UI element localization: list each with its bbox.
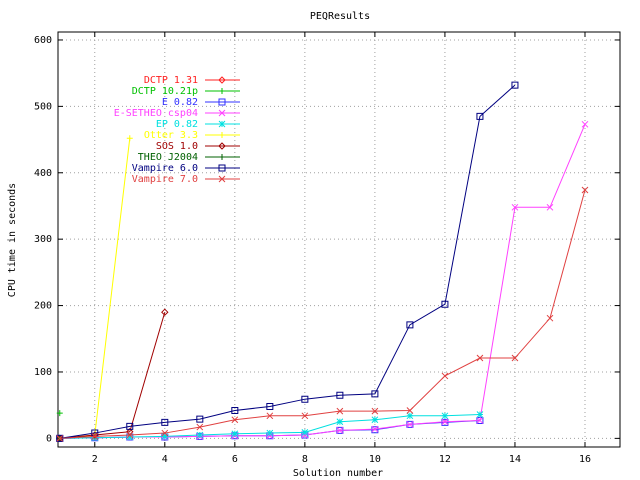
marker	[161, 429, 169, 437]
y-axis-label: CPU time in seconds	[7, 183, 18, 297]
marker	[511, 203, 519, 211]
x-tick-label: 14	[509, 454, 521, 465]
legend-label: DCTP 10.21p	[132, 86, 198, 97]
marker	[126, 135, 133, 142]
series-line	[59, 312, 166, 439]
marker	[218, 98, 226, 106]
marker	[301, 429, 309, 436]
marker	[231, 416, 239, 424]
marker	[301, 412, 309, 420]
marker	[441, 412, 449, 420]
plot-frame	[57, 31, 621, 448]
marker	[406, 421, 414, 428]
legend-label: Vampire 7.0	[132, 174, 198, 185]
legend-label: DCTP 1.31	[144, 75, 198, 86]
marker	[511, 81, 519, 89]
marker	[441, 418, 449, 426]
marker	[56, 410, 63, 417]
marker	[476, 354, 484, 362]
marker	[266, 402, 274, 410]
legend-label: E 0.82	[162, 97, 198, 108]
marker	[371, 425, 379, 433]
legend-label: SOS 1.0	[156, 141, 198, 152]
marker	[476, 416, 484, 424]
marker	[231, 406, 239, 414]
marker	[546, 314, 554, 322]
marker	[406, 420, 414, 428]
marker	[231, 430, 239, 438]
series-line	[59, 189, 586, 439]
x-tick-label: 8	[302, 454, 308, 465]
marker	[406, 407, 414, 414]
marker	[476, 417, 484, 424]
marker	[218, 76, 226, 84]
marker	[336, 427, 344, 434]
legend-label: E-SETHEO csp04	[114, 108, 198, 119]
marker	[126, 431, 134, 439]
legend-label: THEO J2004	[138, 152, 198, 163]
y-tick-label: 300	[34, 234, 52, 245]
marker	[161, 433, 169, 440]
marker	[441, 418, 449, 426]
marker	[441, 372, 449, 380]
marker	[126, 422, 134, 430]
marker	[371, 407, 379, 415]
marker	[219, 132, 225, 138]
x-tick-label: 16	[579, 454, 591, 465]
chart-title: PEQResults	[310, 11, 370, 22]
marker	[219, 88, 225, 94]
x-tick-label: 12	[439, 454, 451, 465]
marker	[218, 164, 226, 172]
marker	[91, 433, 99, 440]
y-tick-label: 200	[34, 301, 52, 312]
legend-label: EP 0.82	[156, 119, 198, 130]
marker	[56, 434, 64, 442]
y-tick-label: 0	[46, 433, 52, 444]
x-tick-label: 2	[92, 454, 98, 465]
marker	[406, 412, 414, 420]
marker	[546, 203, 554, 211]
marker	[511, 354, 519, 362]
marker	[371, 426, 379, 434]
legend-label: Otter 3.3	[144, 130, 198, 141]
marker	[406, 321, 414, 329]
marker	[371, 416, 379, 424]
marker	[161, 308, 169, 316]
marker	[126, 433, 134, 441]
marker	[196, 415, 204, 423]
marker	[218, 120, 226, 128]
x-tick-label: 10	[369, 454, 381, 465]
marker	[196, 431, 204, 439]
marker	[219, 154, 225, 160]
series-line	[59, 84, 516, 439]
marker	[196, 423, 204, 431]
marker	[441, 300, 449, 308]
y-tick-label: 500	[34, 101, 52, 112]
x-axis-label: Solution number	[293, 468, 383, 479]
marker	[266, 429, 274, 437]
marker	[266, 412, 274, 420]
x-tick-label: 6	[232, 454, 238, 465]
legend-label: Vampire 6.0	[132, 163, 198, 174]
marker	[336, 418, 344, 426]
y-tick-label: 400	[34, 168, 52, 179]
x-tick-label: 4	[162, 454, 168, 465]
marker	[218, 142, 226, 150]
marker	[581, 186, 589, 194]
y-tick-label: 600	[34, 35, 52, 46]
marker	[476, 112, 484, 120]
marker	[336, 391, 344, 399]
marker	[301, 395, 309, 403]
marker	[218, 109, 226, 117]
marker	[476, 411, 484, 418]
marker	[161, 418, 169, 426]
marker	[56, 435, 64, 442]
y-tick-label: 100	[34, 367, 52, 378]
marker	[218, 175, 226, 183]
marker	[581, 120, 589, 128]
marker	[336, 407, 344, 415]
marker	[371, 390, 379, 398]
